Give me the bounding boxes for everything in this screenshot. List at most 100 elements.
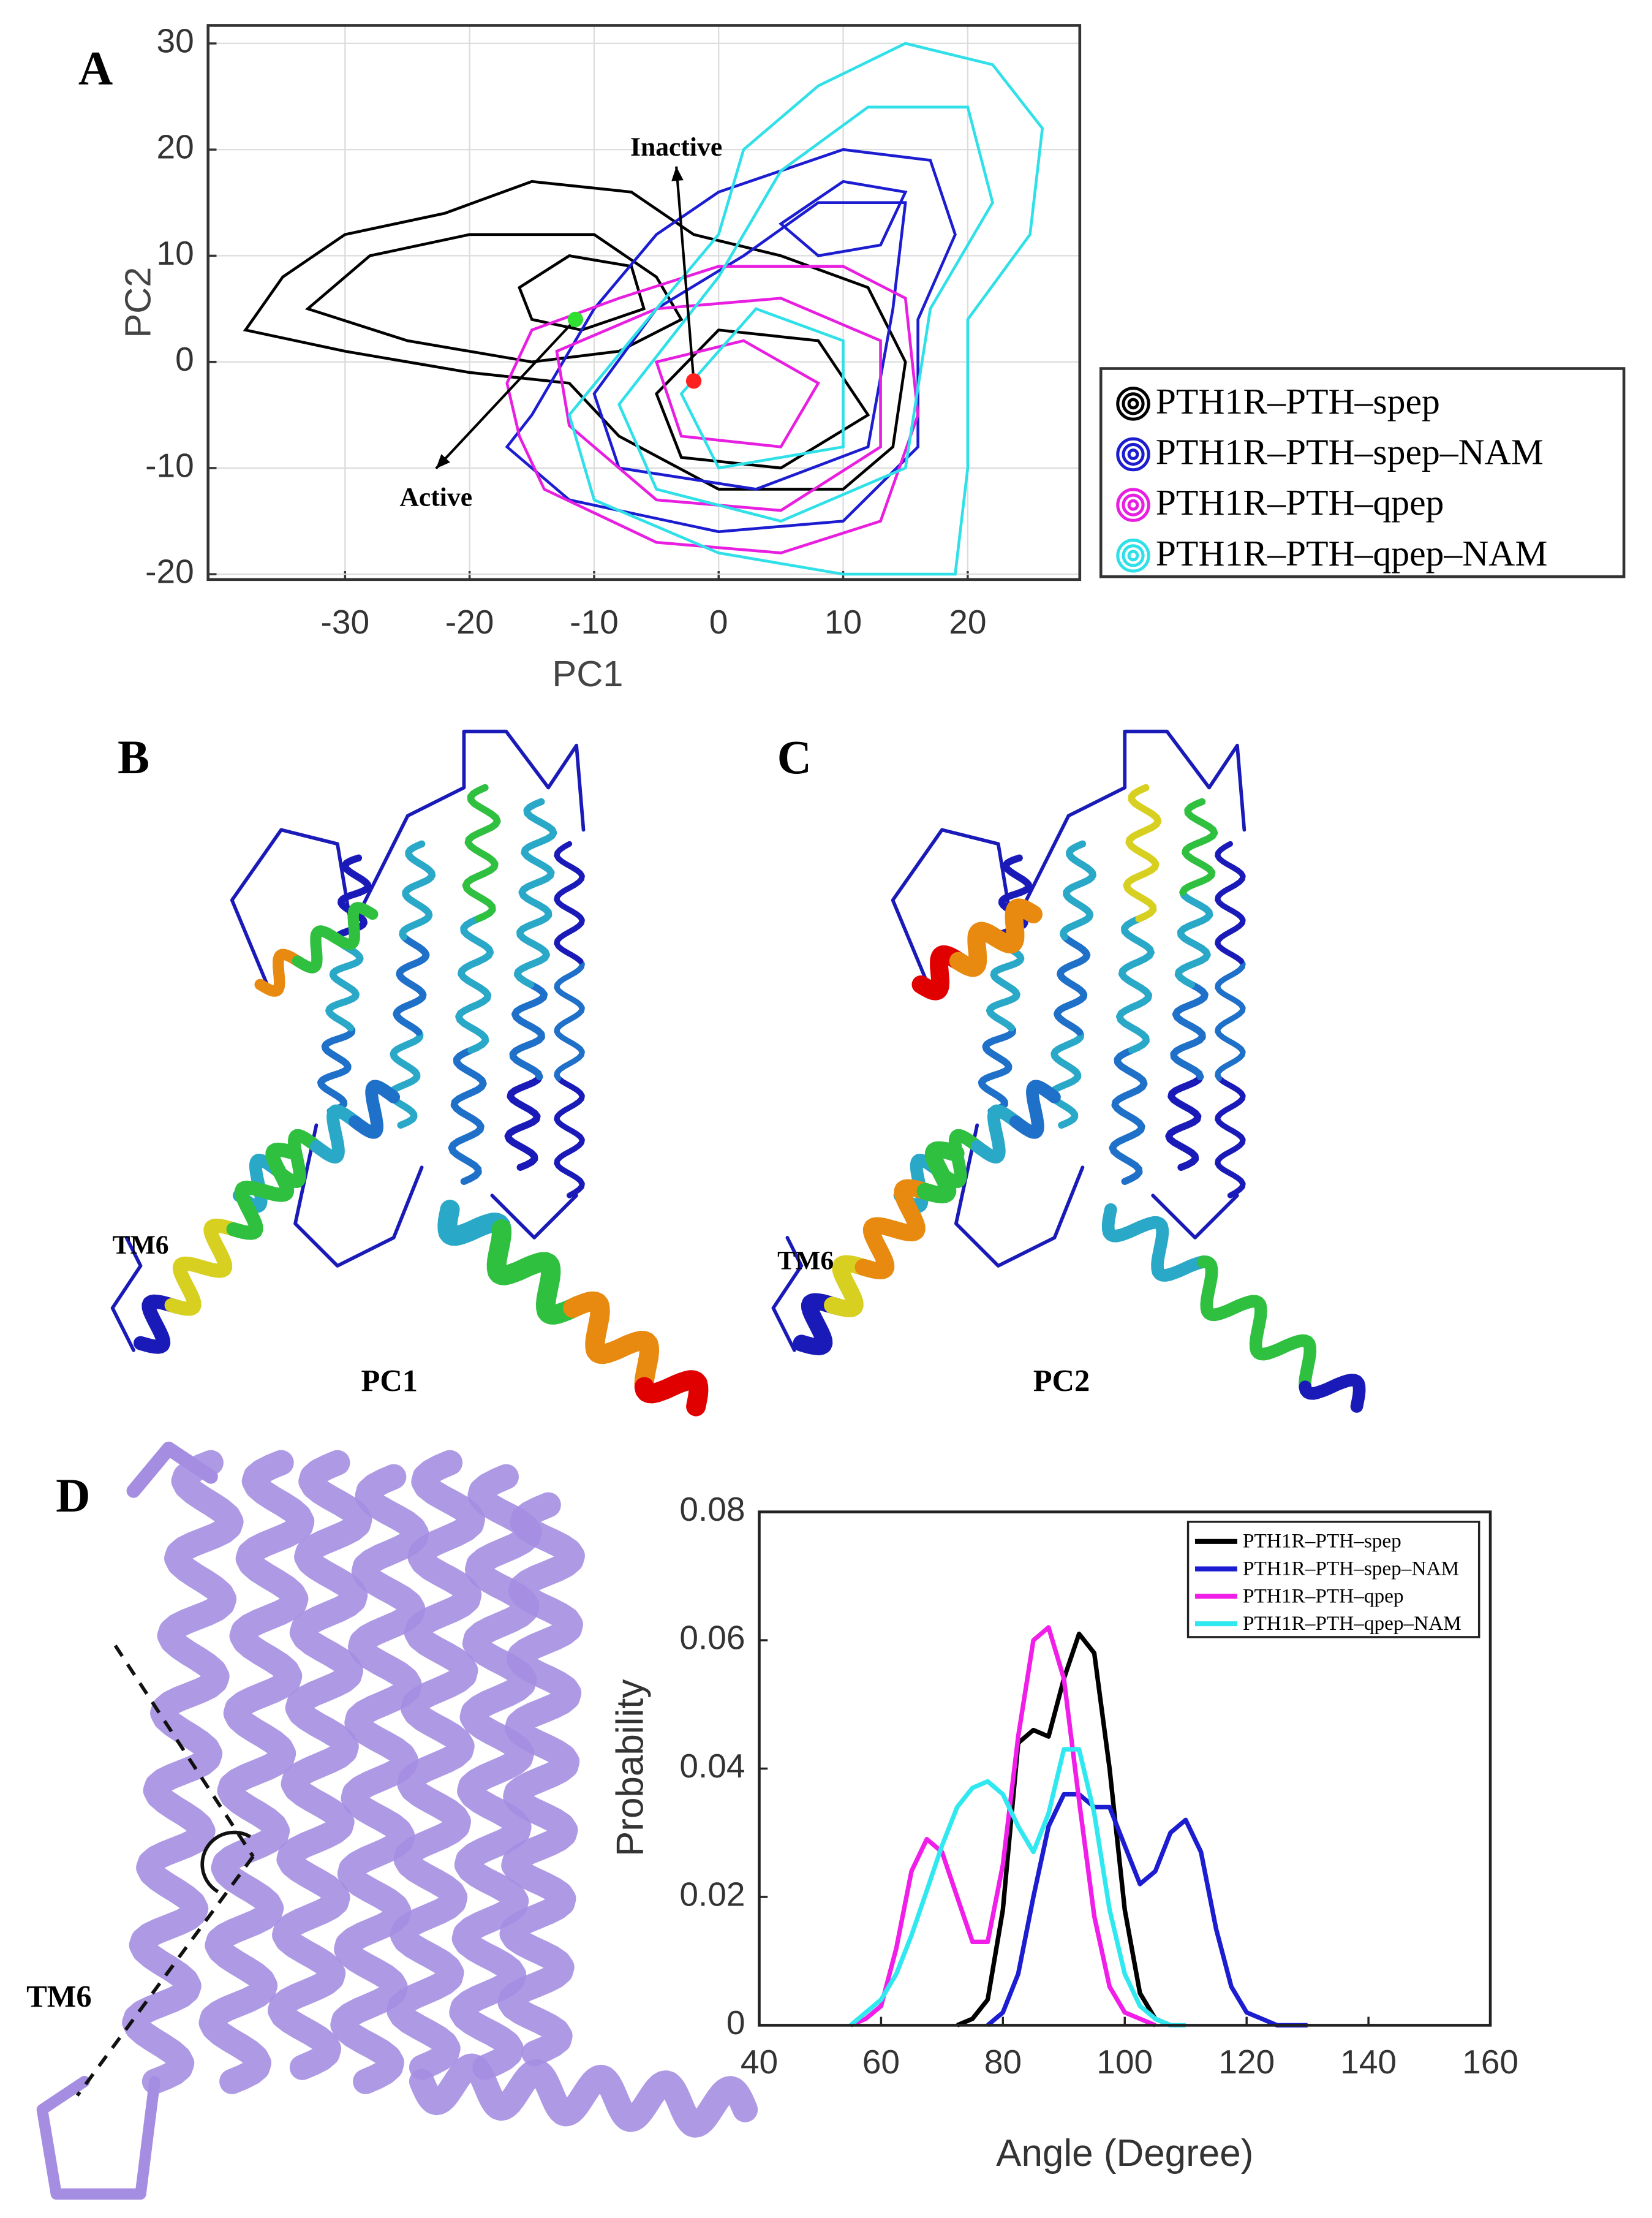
- helix: [1258, 1334, 1317, 1397]
- y-tick-label: 0.08: [679, 1490, 745, 1528]
- x-tick-label: 10: [824, 603, 862, 641]
- contour: [654, 339, 821, 449]
- helix: [349, 1080, 401, 1139]
- legend-icon: [1122, 392, 1145, 415]
- legend-label: PTH1R–PTH–spep–NAM: [1156, 432, 1544, 472]
- legend-label: PTH1R–PTH–qpep–NAM: [1156, 533, 1548, 573]
- point: [567, 311, 584, 327]
- helix: [317, 1021, 356, 1115]
- helix: [509, 977, 548, 1081]
- legend-label: PTH1R–PTH–qpep: [1243, 1584, 1403, 1607]
- arrow-head: [436, 454, 450, 469]
- structure-label: TM6: [777, 1246, 834, 1275]
- structure-label: PC2: [1033, 1363, 1090, 1398]
- dashed-axis: [113, 1645, 255, 1858]
- helix: [824, 1255, 877, 1317]
- helix: [532, 1252, 588, 1325]
- loop: [891, 828, 1014, 986]
- frame: [758, 1510, 1492, 2027]
- y-tick-label: 10: [156, 234, 194, 272]
- x-tick-label: 140: [1340, 2043, 1397, 2081]
- contour: [518, 254, 646, 331]
- helix: [1109, 1043, 1148, 1185]
- legend-icon: [1127, 449, 1139, 460]
- helix: [226, 1180, 277, 1240]
- helix: [986, 935, 1025, 1032]
- helix: [1197, 1255, 1245, 1322]
- dashed-axis: [75, 1855, 255, 2097]
- panel-label: D: [56, 1469, 90, 1522]
- panel-label: A: [78, 41, 113, 94]
- x-tick-label: 20: [949, 603, 986, 641]
- loop: [293, 1123, 424, 1268]
- contour: [679, 307, 845, 470]
- helix: [1165, 1070, 1204, 1171]
- loop: [1151, 1194, 1239, 1240]
- helix: [554, 955, 585, 1081]
- helix: [554, 1072, 585, 1198]
- legend-icon: [1116, 539, 1150, 573]
- helix: [911, 945, 970, 1001]
- helix: [1123, 784, 1162, 923]
- frame: [206, 24, 1082, 581]
- structure-label: TM6: [26, 1980, 92, 2014]
- x-tick-label: -20: [445, 603, 494, 641]
- helix: [1179, 798, 1218, 896]
- panel-label: C: [777, 730, 812, 784]
- annotation: Active: [399, 482, 472, 512]
- helix: [387, 1450, 485, 2080]
- x-tick-label: 60: [862, 2043, 900, 2081]
- helix: [978, 1021, 1017, 1115]
- helix: [1060, 840, 1096, 941]
- legend-icon: [1122, 442, 1145, 466]
- helix: [854, 1217, 908, 1279]
- loop: [230, 828, 353, 986]
- loop: [954, 1123, 1085, 1268]
- y-tick-label: 0.02: [679, 1875, 745, 1913]
- legend-icon: [1127, 398, 1139, 410]
- helix: [949, 922, 1008, 977]
- loop: [349, 729, 586, 930]
- helix: [399, 840, 436, 941]
- helix: [513, 885, 553, 988]
- loop: [110, 1236, 143, 1352]
- helix: [970, 1104, 1026, 1164]
- helix: [497, 1492, 585, 2066]
- helix: [1151, 1222, 1213, 1282]
- structure-label: TM6: [113, 1230, 169, 1260]
- helix: [593, 1330, 660, 1400]
- structure-label: PC1: [361, 1363, 418, 1398]
- helix: [518, 798, 557, 896]
- helix: [329, 902, 379, 950]
- x-tick-label: -10: [570, 603, 619, 641]
- contour: [617, 105, 994, 523]
- helix: [387, 1026, 424, 1129]
- arrow: [675, 166, 695, 382]
- line: [849, 1747, 1186, 2028]
- contour: [779, 180, 908, 257]
- x-axis-label: Angle (Degree): [996, 2132, 1253, 2174]
- helix: [164, 1256, 215, 1316]
- contour: [505, 265, 919, 554]
- helix: [134, 1294, 184, 1354]
- legend-icon: [1127, 550, 1139, 562]
- helix: [254, 948, 306, 997]
- helix: [916, 1141, 965, 1204]
- helix: [409, 2053, 758, 2138]
- helix: [310, 1104, 365, 1164]
- contour: [655, 328, 870, 470]
- helix: [634, 1370, 709, 1417]
- helix: [1047, 1026, 1085, 1129]
- arrow-head: [671, 166, 684, 181]
- y-axis-label: Probability: [609, 1679, 651, 1857]
- point: [685, 373, 702, 389]
- x-axis-label: PC1: [552, 653, 623, 694]
- helix: [325, 935, 364, 1032]
- contour: [567, 42, 1044, 576]
- legend-label: PTH1R–PTH–spep–NAM: [1243, 1558, 1459, 1580]
- y-tick-label: 0.06: [679, 1619, 745, 1657]
- legend-label: PTH1R–PTH–spep: [1243, 1530, 1401, 1553]
- legend-icon: [1116, 387, 1150, 421]
- y-axis-label: PC2: [117, 267, 158, 338]
